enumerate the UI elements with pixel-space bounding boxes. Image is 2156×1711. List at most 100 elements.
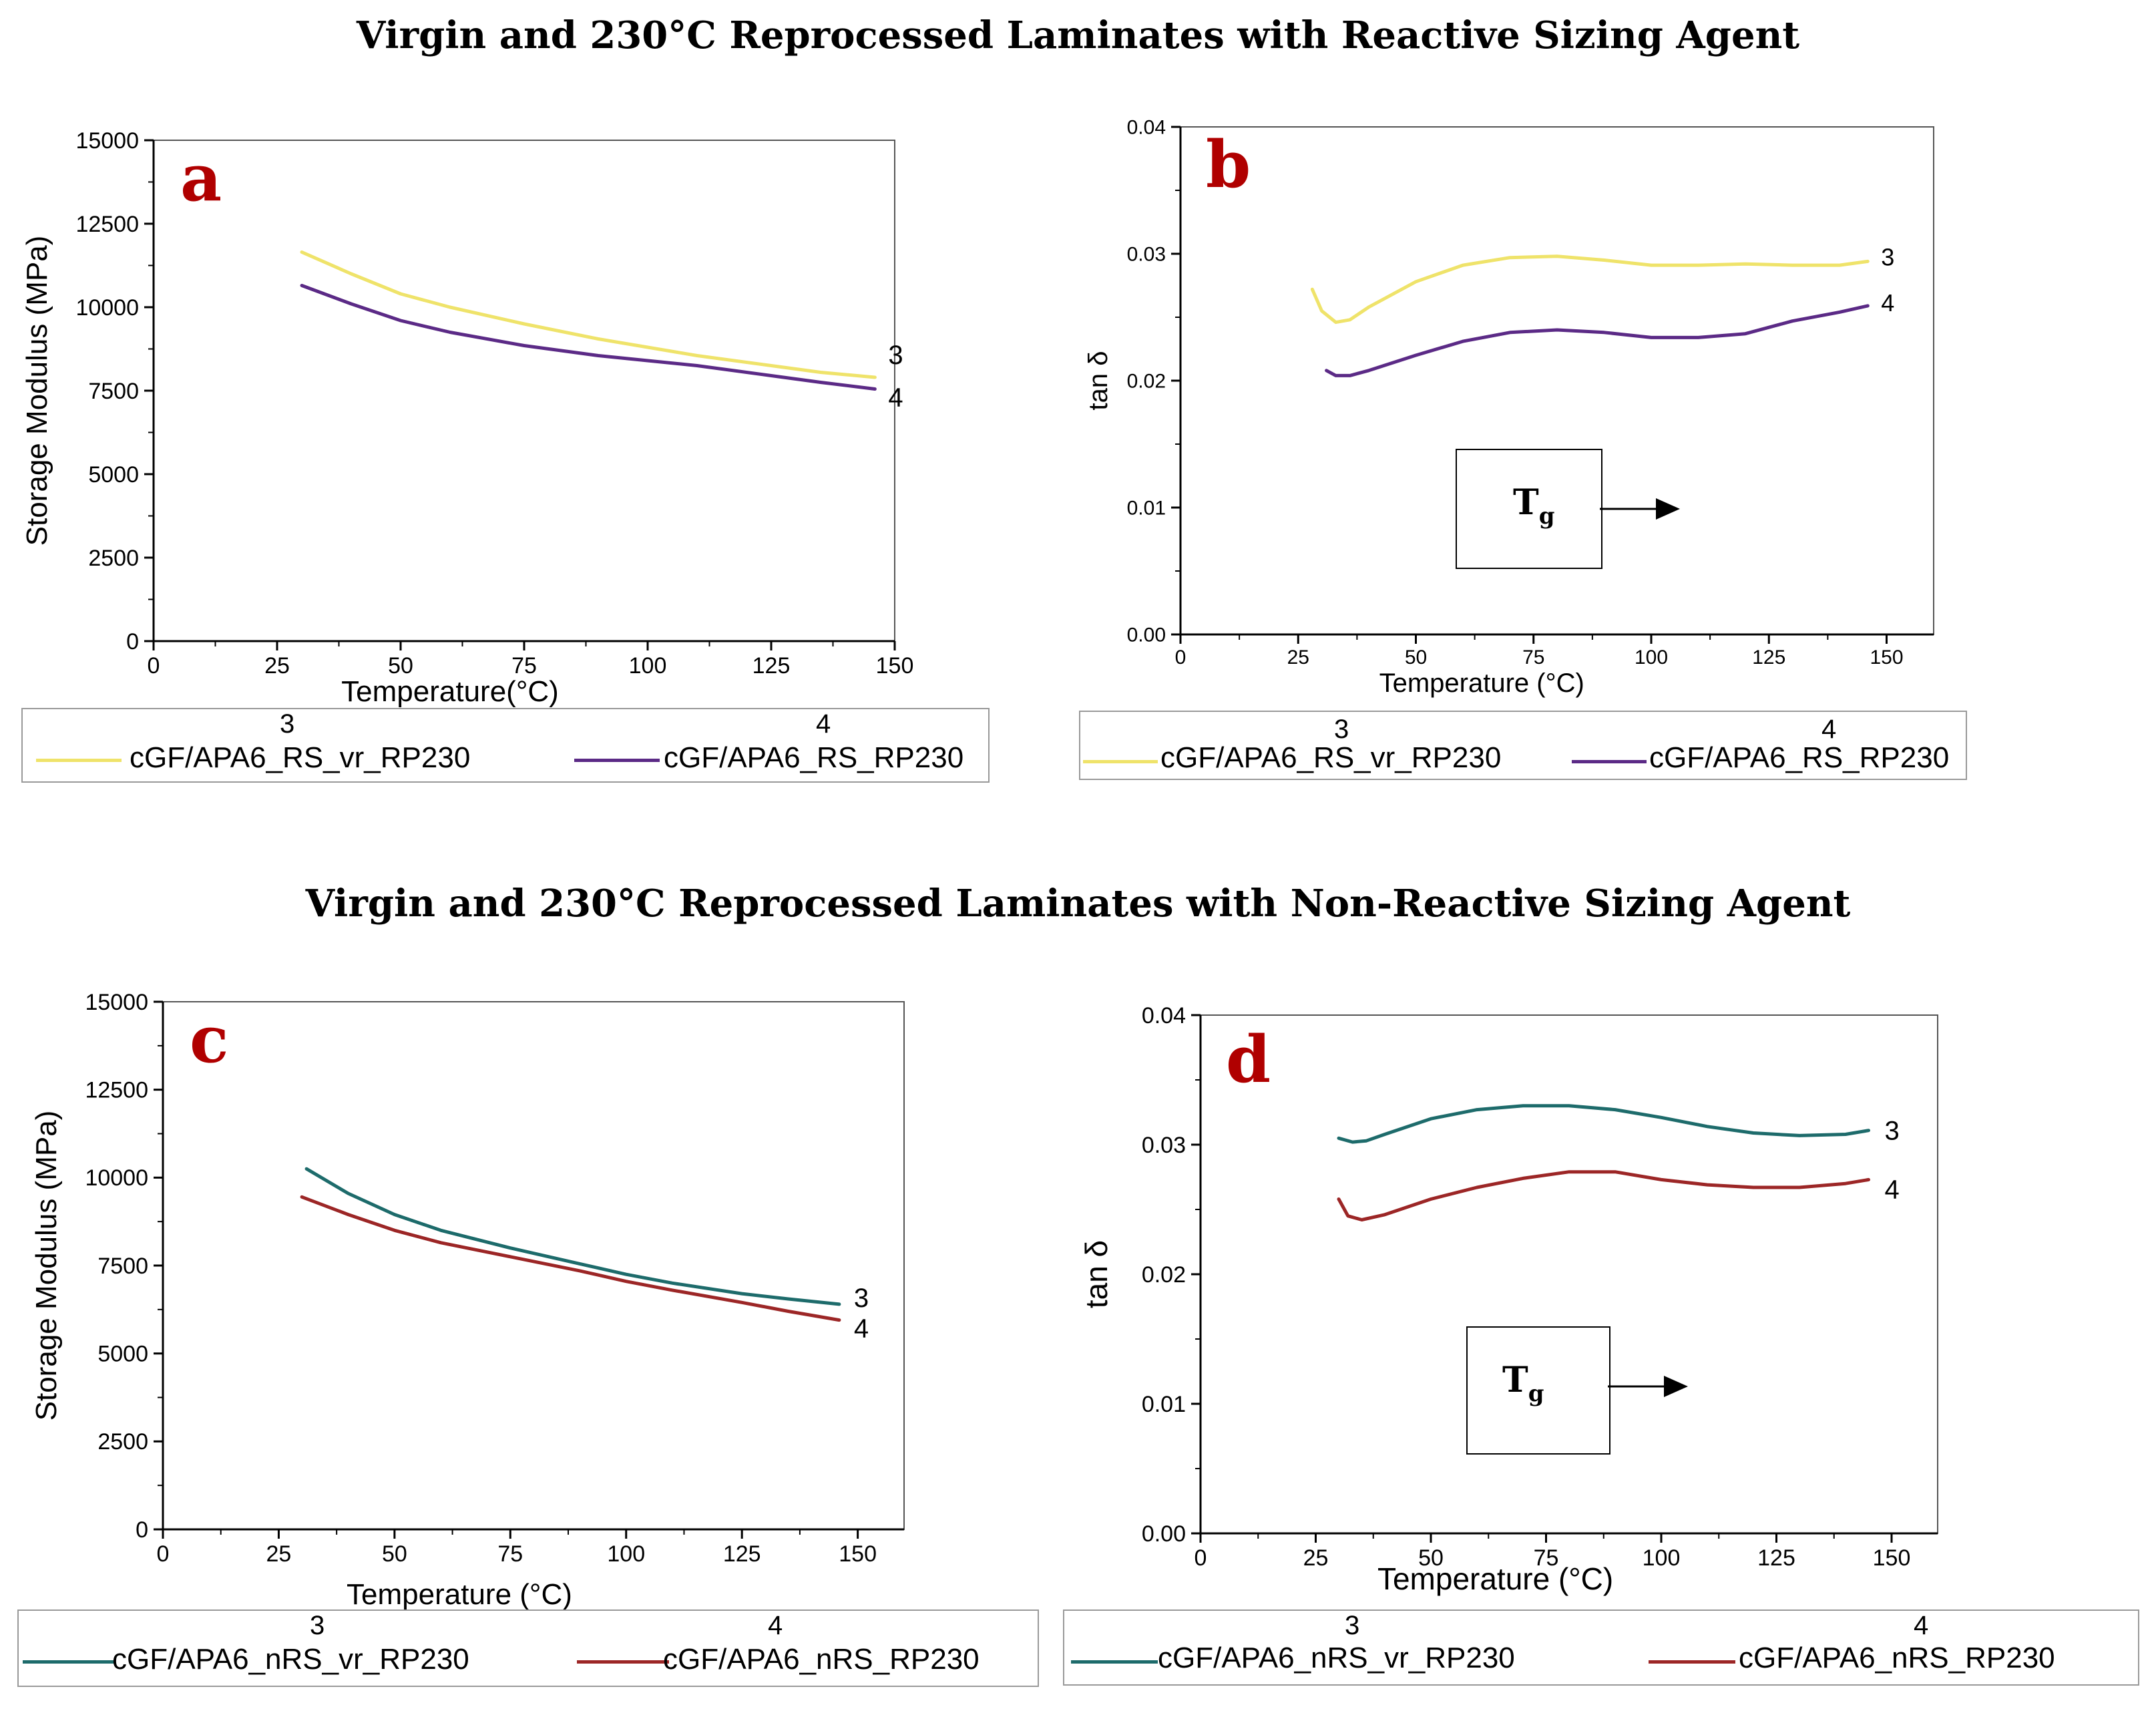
y-tick-label: 7500: [97, 1254, 148, 1279]
series-end-label-4: 4: [1881, 289, 1894, 317]
x-tick-label: 150: [1870, 646, 1903, 669]
panel-letter: c: [190, 1002, 228, 1077]
series-end-label-3: 3: [854, 1284, 869, 1313]
y-tick-label: 15000: [85, 990, 148, 1015]
x-tick-label: 125: [1752, 646, 1785, 669]
series-line-3: [304, 1167, 841, 1306]
legend-c-swatch-4: [577, 1660, 669, 1664]
x-tick-label: 50: [1405, 646, 1427, 669]
legend-b-swatch-4: [1572, 760, 1647, 763]
x-tick-label: 25: [1287, 646, 1309, 669]
legend-c-num-4: 4: [768, 1611, 783, 1640]
x-tick-label: 125: [1757, 1545, 1795, 1571]
legend-d: 3 cGF/APA6_nRS_vr_RP230 4 cGF/APA6_nRS_R…: [1063, 1609, 2139, 1686]
legend-d-swatch-3: [1071, 1660, 1158, 1664]
tg-box-b: [1456, 449, 1602, 569]
y-tick-label: 12500: [75, 212, 139, 237]
legend-a-label-4: cGF/APA6_RS_RP230: [664, 741, 964, 774]
tg-sub-b: g: [1538, 503, 1555, 530]
legend-a: 3 cGF/APA6_RS_vr_RP230 4 cGF/APA6_RS_RP2…: [21, 708, 990, 783]
x-tick-label: 75: [1522, 646, 1544, 669]
tg-main-d: T: [1502, 1360, 1528, 1400]
x-axis-title: Temperature (°C): [1379, 669, 1584, 698]
series-end-label-4: 4: [854, 1314, 869, 1344]
x-tick-label: 150: [876, 653, 914, 679]
legend-d-num-3: 3: [1345, 1611, 1360, 1640]
bottom-section-title: Virgin and 230°C Reprocessed Laminates w…: [305, 882, 1851, 926]
y-tick-label: 2500: [97, 1429, 148, 1455]
series-end-label-4: 4: [1885, 1175, 1900, 1204]
x-tick-label: 75: [511, 653, 537, 679]
series-end-label-3: 3: [1885, 1117, 1900, 1146]
series-line-3: [300, 250, 877, 379]
legend-b-label-3: cGF/APA6_RS_vr_RP230: [1160, 741, 1502, 774]
x-tick-label: 0: [148, 653, 160, 679]
plot-frame: [153, 140, 895, 642]
y-tick-label: 15000: [75, 128, 139, 154]
y-tick-label: 0.01: [1127, 498, 1166, 520]
tg-box-d: [1466, 1326, 1610, 1455]
series-end-label-3: 3: [1881, 243, 1894, 270]
x-tick-label: 100: [1643, 1545, 1681, 1571]
x-tick-label: 125: [723, 1541, 761, 1567]
y-tick-label: 2500: [88, 546, 139, 571]
legend-b-swatch-3: [1083, 760, 1158, 763]
y-tick-label: 0: [126, 629, 139, 654]
y-tick-label: 0.02: [1127, 371, 1166, 393]
legend-c-num-3: 3: [310, 1611, 325, 1640]
x-tick-label: 125: [752, 653, 791, 679]
x-tick-label: 100: [1635, 646, 1668, 669]
y-tick-label: 5000: [88, 462, 139, 488]
x-tick-label: 25: [266, 1541, 292, 1567]
y-tick-label: 5000: [97, 1342, 148, 1367]
tg-label-d: Tg: [1502, 1360, 1544, 1407]
y-tick-label: 12500: [85, 1078, 148, 1103]
chart-b: 0 25 50 75 100 125 150 0.00 0.01 0.02 0.03 0.04 Temp…: [1084, 117, 1934, 698]
x-axis-title: Temperature(°C): [341, 675, 559, 708]
y-tick-label: 0.03: [1142, 1133, 1186, 1158]
series-line-4: [300, 1195, 841, 1322]
arrow-right-icon: [1600, 498, 1680, 520]
legend-b-label-4: cGF/APA6_RS_RP230: [1649, 741, 1950, 774]
legend-d-num-4: 4: [1914, 1611, 1929, 1640]
x-tick-label: 75: [1534, 1545, 1559, 1571]
y-tick-label: 0: [136, 1517, 148, 1543]
legend-d-label-4: cGF/APA6_nRS_RP230: [1739, 1642, 2055, 1674]
x-tick-label: 50: [388, 653, 413, 679]
plot-frame: [162, 1001, 905, 1530]
x-axis-title: Temperature (°C): [1377, 1561, 1613, 1596]
y-tick-label: 0.02: [1142, 1262, 1186, 1288]
series-line-4: [300, 284, 877, 391]
x-tick-label: 0: [157, 1541, 170, 1567]
legend-a-swatch-4: [574, 759, 660, 762]
y-tick-label: 0.04: [1127, 117, 1166, 139]
top-section-title: Virgin and 230°C Reprocessed Laminates w…: [356, 13, 1800, 57]
y-axis-title: Storage Modulus (MPa): [30, 1111, 63, 1421]
series-end-label-4: 4: [888, 383, 903, 413]
legend-c: 3 cGF/APA6_nRS_vr_RP230 4 cGF/APA6_nRS_R…: [17, 1609, 1039, 1687]
x-tick-label: 100: [607, 1541, 645, 1567]
tg-label-b: Tg: [1513, 482, 1554, 530]
panel-letter: d: [1226, 1022, 1271, 1097]
y-tick-label: 10000: [75, 295, 139, 321]
x-tick-label: 150: [1873, 1545, 1911, 1571]
legend-c-label-3: cGF/APA6_nRS_vr_RP230: [112, 1643, 469, 1676]
legend-d-label-3: cGF/APA6_nRS_vr_RP230: [1158, 1642, 1515, 1674]
y-tick-label: 0.00: [1127, 624, 1166, 646]
legend-a-num-3: 3: [280, 709, 295, 739]
x-tick-label: 25: [264, 653, 290, 679]
x-tick-label: 50: [1418, 1545, 1444, 1571]
legend-c-swatch-3: [23, 1660, 115, 1664]
chart-d: 0 25 50 75 100 125 150 0.00 0.01 0.02 0.03 0.04 Temp…: [1079, 1003, 1938, 1596]
legend-c-label-4: cGF/APA6_nRS_RP230: [663, 1643, 980, 1676]
series-line-3: [1337, 1104, 1870, 1144]
y-axis-title: tan δ: [1079, 1240, 1114, 1308]
series-end-label-3: 3: [888, 341, 903, 370]
x-axis-title: Temperature (°C): [347, 1578, 572, 1611]
plot-frame: [1200, 1014, 1938, 1534]
x-tick-label: 25: [1303, 1545, 1329, 1571]
tg-sub-d: g: [1528, 1380, 1544, 1407]
series-line-4: [1337, 1170, 1870, 1221]
legend-b-num-3: 3: [1334, 715, 1349, 744]
legend-d-swatch-4: [1649, 1660, 1735, 1664]
